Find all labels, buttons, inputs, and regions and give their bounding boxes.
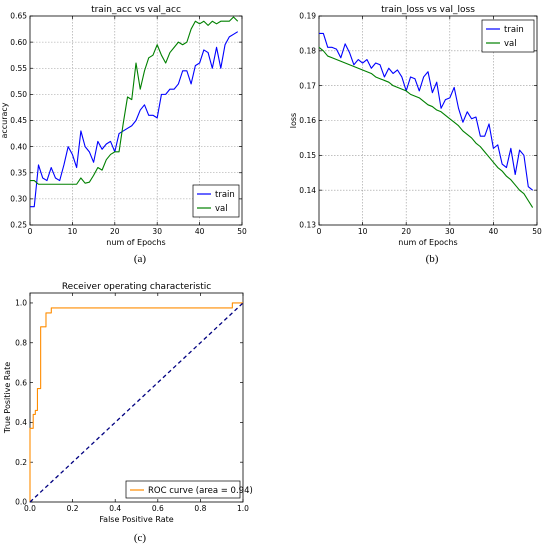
legend-label: train xyxy=(504,25,524,35)
x-axis-label: num of Epochs xyxy=(106,238,165,247)
x-tick-label: 0.0 xyxy=(24,504,36,513)
y-tick-label: 0.2 xyxy=(15,458,27,467)
x-tick-label: 0.8 xyxy=(194,504,206,513)
y-tick-label: 0.6 xyxy=(15,378,27,387)
y-tick-label: 0.15 xyxy=(299,151,316,160)
x-tick-label: 0.6 xyxy=(152,504,164,513)
y-tick-label: 0.60 xyxy=(10,38,27,47)
x-tick-label: 40 xyxy=(195,227,205,236)
series-line-diagonal xyxy=(29,302,244,503)
x-axis-label: num of Epochs xyxy=(398,238,457,247)
y-tick-label: 0.65 xyxy=(10,12,27,21)
panel-c: 0.0 0.2 0.4 0.6 0.8 1.0 0.0 0.2 0.4 0.6 0.8 1.0 Rece… xyxy=(3,282,253,544)
panel-caption: (c) xyxy=(134,532,147,544)
panel-b: 0 10 20 30 40 50 0.13 0.14 0.15 0.16 0.17 0.18 0.19 t… xyxy=(289,5,542,265)
x-tick-label: 30 xyxy=(445,227,455,236)
x-tick-label: 0 xyxy=(317,227,322,236)
x-tick-label: 1.0 xyxy=(237,504,249,513)
y-tick-label: 0.4 xyxy=(15,418,27,427)
y-tick-label: 0.13 xyxy=(299,221,316,230)
y-axis-label: loss xyxy=(289,113,298,128)
x-tick-label: 50 xyxy=(532,227,542,236)
y-tick-label: 0.40 xyxy=(10,142,27,151)
y-tick-label: 0.8 xyxy=(15,338,27,347)
y-tick-label: 0.35 xyxy=(10,168,27,177)
legend-box xyxy=(125,480,241,499)
y-tick-label: 0.17 xyxy=(299,81,316,90)
y-axis-label: accuracy xyxy=(0,102,9,138)
x-tick-label: 0 xyxy=(28,227,33,236)
axes-frame xyxy=(29,292,244,503)
y-tick-label: 0.55 xyxy=(10,64,27,73)
legend-label: val xyxy=(215,204,228,214)
y-tick-label: 0.16 xyxy=(299,116,316,125)
x-tick-label: 30 xyxy=(152,227,162,236)
legend-label: val xyxy=(504,39,517,49)
x-tick-label: 40 xyxy=(489,227,499,236)
y-tick-label: 0.14 xyxy=(299,186,316,195)
y-axis-label: True Positive Rate xyxy=(3,362,12,434)
x-axis-label: False Positive Rate xyxy=(99,515,173,524)
x-tick-label: 10 xyxy=(358,227,368,236)
y-tick-label: 0.25 xyxy=(10,221,27,230)
legend-box xyxy=(192,184,240,218)
x-tick-label: 20 xyxy=(401,227,411,236)
panel-a: 0 10 20 30 40 50 0.25 0.30 0.35 0.40 0.45 0.50 0.55 0… xyxy=(0,5,247,265)
y-tick-label: 0.19 xyxy=(299,12,316,21)
legend-label: train xyxy=(215,190,235,200)
y-tick-label: 0.30 xyxy=(10,195,27,204)
legend-label: ROC curve (area = 0.94) xyxy=(148,486,253,496)
chart-title: Receiver operating characteristic xyxy=(62,282,211,292)
x-tick-label: 10 xyxy=(68,227,78,236)
x-tick-label: 50 xyxy=(237,227,247,236)
y-tick-label: 1.0 xyxy=(15,299,27,308)
series-line-roc xyxy=(29,302,243,502)
x-tick-label: 0.4 xyxy=(109,504,121,513)
y-tick-label: 0.0 xyxy=(15,498,27,507)
chart-title: train_acc vs val_acc xyxy=(91,5,181,15)
chart-title: train_loss vs val_loss xyxy=(381,5,475,15)
panel-caption: (a) xyxy=(134,253,147,265)
x-tick-label: 0.2 xyxy=(67,504,79,513)
series-line-train xyxy=(319,32,533,191)
y-tick-label: 0.18 xyxy=(299,47,316,56)
y-tick-label: 0.50 xyxy=(10,90,27,99)
series-line-val xyxy=(318,46,534,208)
series-line-val xyxy=(30,16,239,185)
x-tick-label: 20 xyxy=(110,227,120,236)
legend-box xyxy=(481,19,535,53)
panel-caption: (b) xyxy=(426,253,439,265)
series-line-train xyxy=(30,31,239,208)
y-tick-label: 0.45 xyxy=(10,116,27,125)
